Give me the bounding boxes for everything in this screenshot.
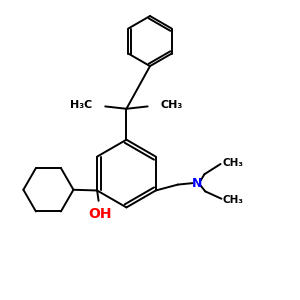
Text: CH₃: CH₃ bbox=[223, 195, 244, 205]
Text: H₃C: H₃C bbox=[70, 100, 93, 110]
Text: CH₃: CH₃ bbox=[160, 100, 183, 110]
Text: CH₃: CH₃ bbox=[222, 158, 243, 168]
Text: N: N bbox=[192, 177, 202, 190]
Text: OH: OH bbox=[88, 207, 112, 221]
